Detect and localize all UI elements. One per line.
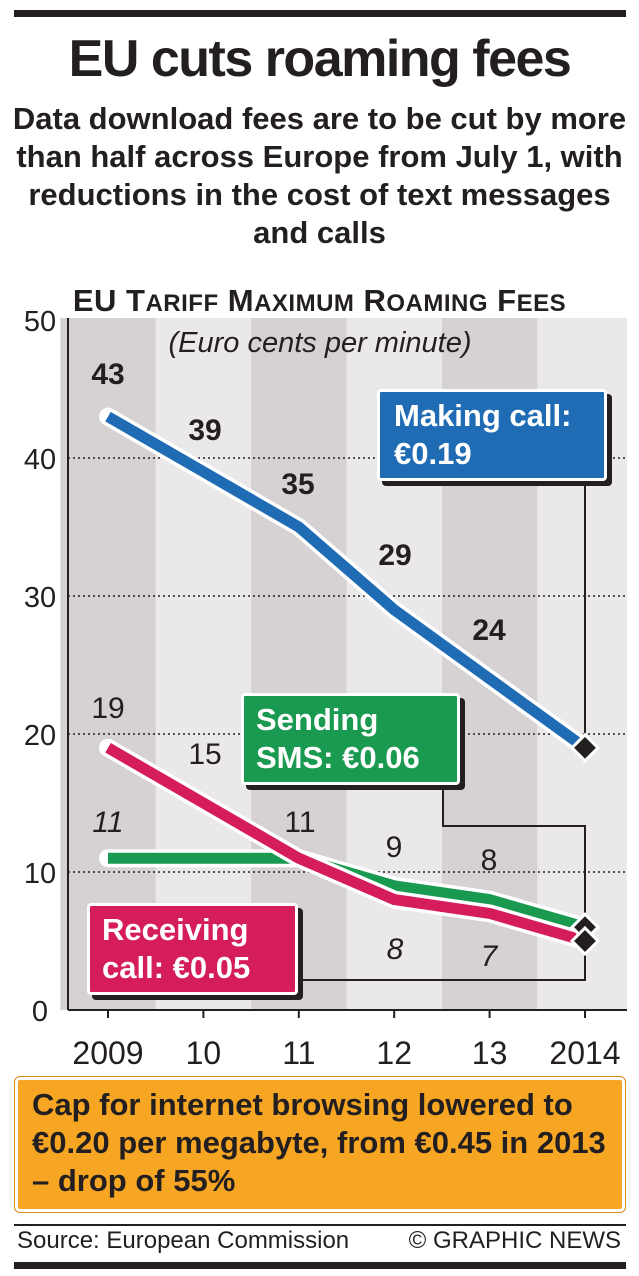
internet-cap-info-box: Cap for internet browsing lowered to €0.… [14, 1076, 626, 1213]
source-credit: Source: European Commission [17, 1227, 350, 1254]
x-tick-label: 2009 [72, 1035, 143, 1071]
receiving-call-callout-line1: Receiving [102, 912, 249, 947]
x-tick-label: 2014 [549, 1035, 620, 1071]
y-tick-label: 30 [24, 582, 56, 614]
sending-sms-callout: Sending SMS: €0.06 [241, 693, 460, 785]
value-label: 7 [481, 940, 499, 973]
value-label: 15 [188, 738, 221, 771]
value-label: 43 [91, 358, 124, 391]
value-label: 8 [481, 844, 498, 877]
receiving-call-callout: Receiving call: €0.05 [87, 903, 298, 995]
y-tick-label: 0 [32, 996, 48, 1028]
year-band [251, 318, 347, 1010]
series-line-receiving-call [105, 743, 587, 947]
value-label: 9 [386, 831, 403, 864]
subheadline: Data download fees are to be cut by more… [12, 101, 627, 250]
y-tick-label: 40 [24, 444, 56, 476]
x-tick-label: 10 [186, 1035, 222, 1071]
end-marker-diamond [569, 732, 601, 763]
headline: EU cuts roaming fees [68, 30, 572, 88]
bottom-rule [14, 1262, 626, 1269]
x-tick-label: 11 [282, 1035, 315, 1071]
x-tick-label: 13 [472, 1035, 508, 1071]
value-label: 19 [91, 692, 124, 725]
top-rule [14, 10, 626, 17]
making-call-callout-line2: €0.19 [394, 436, 472, 471]
sending-sms-callout-line2: SMS: €0.06 [256, 740, 420, 775]
value-label: 11 [284, 806, 315, 839]
y-tick-label: 10 [24, 858, 56, 890]
chart-subtitle: (Euro cents per minute) [168, 327, 471, 359]
chart-title: EU TARIFF MAXIMUM ROAMING FEES [72, 283, 567, 318]
value-label: 35 [281, 468, 314, 501]
value-label: 24 [472, 614, 506, 647]
value-label: 8 [387, 933, 404, 966]
series-line-making-call [105, 411, 589, 753]
footer-rule [14, 1224, 626, 1226]
end-marker-diamond [569, 925, 601, 957]
value-label: 29 [378, 539, 411, 572]
sending-sms-callout-line1: Sending [256, 702, 379, 737]
y-tick-label: 20 [24, 720, 56, 752]
receiving-call-callout-line2: call: €0.05 [102, 950, 251, 985]
y-tick-label: 50 [24, 306, 56, 338]
sending-sms-connector [442, 789, 586, 928]
making-call-callout: Making call: €0.19 [377, 389, 607, 481]
x-tick-label: 12 [376, 1035, 412, 1071]
making-call-callout-line1: Making call: [394, 398, 572, 433]
graphic-news-credit: © GRAPHIC NEWS [408, 1227, 621, 1254]
value-label: 39 [188, 414, 221, 447]
value-label: 11 [92, 806, 123, 839]
